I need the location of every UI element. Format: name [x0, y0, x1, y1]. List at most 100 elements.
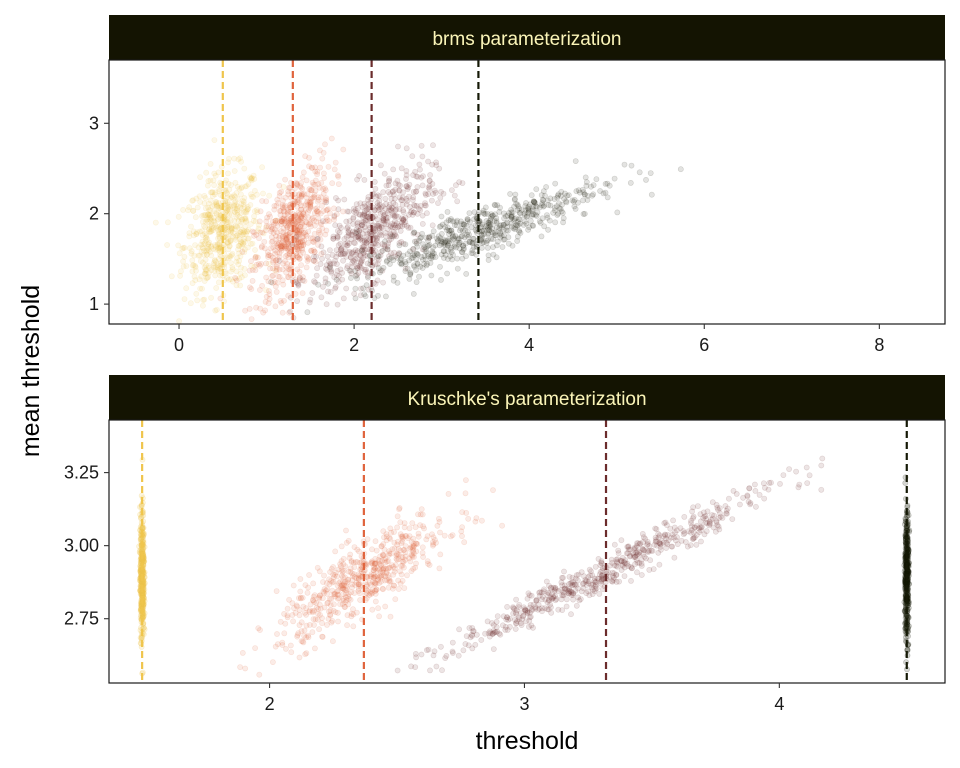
data-point — [285, 220, 291, 226]
data-point — [410, 543, 417, 550]
data-point — [288, 219, 295, 226]
data-point — [194, 229, 200, 236]
data-point — [552, 180, 559, 187]
data-point — [493, 624, 500, 630]
data-point — [211, 208, 218, 215]
data-point — [234, 203, 241, 210]
data-point — [208, 214, 215, 221]
data-point — [419, 182, 426, 189]
data-point — [418, 142, 425, 149]
data-point — [753, 503, 759, 510]
data-point — [204, 245, 211, 252]
data-point — [211, 202, 218, 209]
data-point — [263, 198, 270, 205]
data-point — [529, 212, 535, 219]
data-point — [352, 267, 359, 274]
data-point — [577, 189, 583, 196]
data-point — [309, 290, 316, 296]
data-point — [409, 153, 416, 160]
data-point — [376, 613, 382, 620]
data-point — [228, 224, 235, 231]
data-point — [314, 205, 320, 211]
data-point — [302, 229, 308, 236]
data-point — [315, 194, 322, 201]
data-point — [231, 203, 238, 210]
data-point — [318, 250, 325, 257]
data-point — [246, 305, 253, 312]
data-point — [266, 291, 273, 298]
data-point — [348, 254, 354, 261]
data-point — [325, 163, 332, 170]
data-point — [512, 626, 519, 632]
data-point — [275, 200, 282, 206]
data-point — [752, 487, 759, 494]
data-point — [283, 236, 290, 243]
data-point — [192, 214, 199, 221]
data-point — [304, 191, 311, 197]
data-point — [227, 217, 234, 224]
data-point — [211, 257, 218, 263]
data-point — [672, 529, 678, 536]
data-point — [504, 627, 511, 633]
data-point — [212, 246, 219, 253]
data-point — [819, 455, 826, 462]
data-point — [241, 249, 248, 256]
data-point — [306, 206, 312, 213]
data-point — [203, 232, 210, 238]
data-point — [203, 251, 210, 258]
data-point — [350, 249, 357, 256]
data-point — [320, 170, 327, 177]
data-point — [432, 189, 439, 196]
data-point — [333, 276, 340, 283]
data-point — [263, 223, 270, 230]
data-point — [326, 258, 332, 265]
data-point — [201, 240, 208, 247]
data-point — [259, 243, 265, 250]
data-point — [696, 525, 702, 532]
data-point — [188, 223, 194, 230]
data-point — [519, 616, 526, 623]
data-point — [250, 172, 257, 179]
data-point — [280, 215, 287, 222]
data-point — [233, 233, 240, 239]
data-point — [444, 270, 450, 277]
data-point — [614, 556, 621, 563]
data-point — [236, 242, 243, 249]
data-point — [311, 257, 317, 264]
data-point — [544, 592, 551, 598]
data-point — [459, 524, 465, 531]
data-point — [197, 174, 203, 180]
data-point — [561, 568, 567, 575]
data-point — [298, 193, 305, 199]
data-point — [492, 629, 499, 636]
data-point — [243, 228, 250, 235]
data-point — [177, 272, 183, 279]
data-point — [280, 225, 287, 232]
data-point — [180, 244, 187, 251]
data-point — [386, 204, 392, 211]
data-point — [205, 226, 212, 233]
data-point — [438, 230, 445, 237]
data-point — [478, 231, 485, 238]
data-point — [275, 273, 282, 280]
data-point — [319, 633, 325, 640]
data-point — [326, 264, 333, 271]
data-point — [310, 257, 317, 264]
data-point — [190, 208, 197, 214]
data-point — [283, 243, 289, 249]
strip-background-brms — [109, 15, 945, 60]
data-point — [261, 245, 268, 252]
data-point — [582, 578, 589, 585]
x-tick-label: 4 — [774, 694, 784, 714]
data-point — [693, 541, 700, 548]
data-point — [311, 217, 317, 224]
y-tick-label: 2.75 — [64, 609, 99, 629]
data-point — [236, 275, 243, 282]
data-point — [297, 224, 303, 230]
data-point — [231, 208, 238, 215]
data-point — [311, 599, 317, 605]
data-point — [285, 240, 292, 247]
data-point — [376, 205, 383, 212]
data-point — [179, 245, 186, 252]
data-point — [213, 199, 220, 206]
